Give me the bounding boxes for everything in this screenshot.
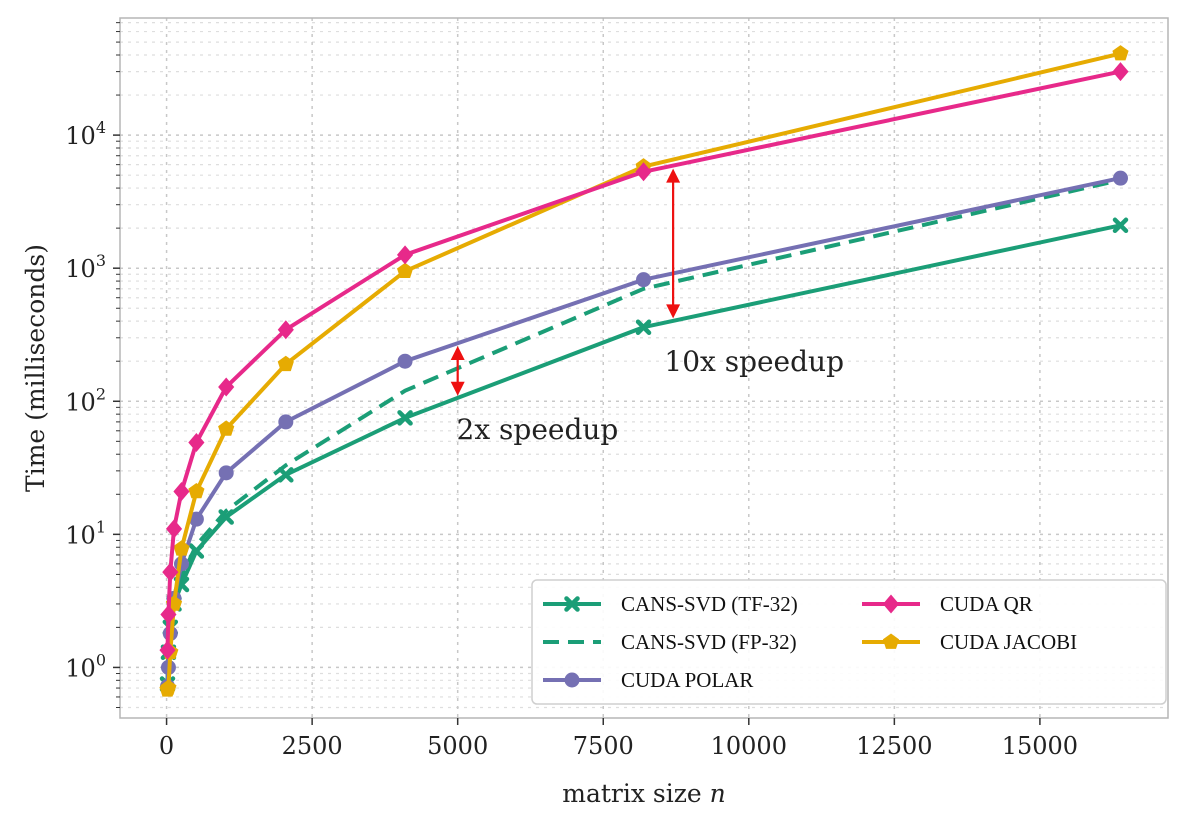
- legend-entry: CUDA JACOBI: [862, 630, 1077, 654]
- annotation-text: 2x speedup: [457, 413, 619, 446]
- x-tick-label: 15000: [1002, 732, 1078, 760]
- data-point: [636, 272, 652, 288]
- legend-label: CUDA QR: [940, 592, 1033, 616]
- data-point: [397, 353, 413, 369]
- x-tick-label: 5000: [427, 732, 488, 760]
- data-point: [882, 633, 900, 649]
- data-point: [277, 320, 294, 340]
- axes: 0 2500 5000 7500 10000 12500 15000 100 101 102 103…: [65, 22, 1078, 760]
- legend-label: CANS-SVD (TF-32): [621, 592, 798, 616]
- plot-frame: [119, 17, 1169, 719]
- data-point: [1112, 170, 1128, 186]
- data-point: [162, 562, 179, 582]
- x-tick-label: 2500: [282, 732, 343, 760]
- data-point: [218, 420, 235, 436]
- data-point: [218, 377, 235, 397]
- annotations: 2x speedup 10x speedup: [450, 168, 844, 446]
- data-point: [564, 672, 580, 688]
- y-tick-label: 103: [65, 251, 106, 283]
- arrow-head: [666, 304, 681, 319]
- x-tick-label: 10000: [711, 732, 787, 760]
- x-tick-label: 0: [159, 732, 174, 760]
- data-point: [1112, 217, 1129, 234]
- x-tick-label: 12500: [856, 732, 932, 760]
- data-point: [882, 594, 900, 614]
- series-layer: [159, 45, 1129, 697]
- arrow-head: [450, 346, 465, 361]
- data-point: [278, 414, 294, 430]
- data-point: [160, 679, 177, 695]
- y-tick-label: 104: [65, 118, 106, 150]
- y-tick-label: 100: [65, 650, 106, 682]
- data-point: [396, 245, 414, 265]
- annotation: 2x speedup: [450, 346, 619, 446]
- arrow-head: [450, 381, 465, 396]
- data-point: [277, 355, 294, 372]
- y-tick-label: 101: [65, 517, 106, 549]
- data-point: [635, 319, 652, 335]
- data-point: [165, 519, 183, 539]
- data-point: [397, 262, 414, 278]
- annotation: 10x speedup: [664, 168, 844, 378]
- data-point: [188, 511, 204, 527]
- data-point: [160, 604, 177, 624]
- grid: [120, 18, 1168, 718]
- legend-label: CANS-SVD (FP-32): [621, 630, 797, 654]
- legend-label: CUDA JACOBI: [940, 630, 1077, 654]
- y-tick-label: 102: [65, 384, 106, 416]
- data-point: [188, 543, 205, 559]
- data-point: [635, 162, 652, 182]
- legend-entry: CUDA QR: [862, 592, 1033, 616]
- data-point: [159, 640, 176, 660]
- legend-entry: CUDA POLAR: [543, 668, 753, 692]
- legend-entry: CANS-SVD (FP-32): [543, 630, 797, 654]
- data-point: [218, 509, 234, 525]
- x-axis-label: matrix size n: [562, 779, 726, 808]
- x-tick-label: 7500: [573, 732, 634, 760]
- data-point: [173, 481, 190, 501]
- legend: CANS-SVD (TF-32) CANS-SVD (FP-32) CUDA POL…: [531, 579, 1167, 705]
- series-cuda-qr: [159, 62, 1129, 660]
- data-point: [1112, 62, 1129, 82]
- data-point: [1112, 45, 1129, 61]
- legend-box: [531, 579, 1167, 705]
- data-point: [218, 465, 234, 481]
- data-point: [278, 467, 294, 483]
- data-point: [397, 410, 413, 426]
- annotation-text: 10x speedup: [664, 345, 844, 378]
- data-point: [188, 432, 205, 452]
- data-point: [173, 540, 190, 556]
- data-point: [188, 483, 205, 499]
- data-point: [564, 596, 580, 612]
- y-axis-label: Time (milliseconds): [21, 244, 50, 492]
- legend-label: CUDA POLAR: [621, 668, 753, 692]
- arrow-head: [666, 168, 681, 183]
- series-cuda-jacobi: [159, 45, 1129, 697]
- legend-entry: CANS-SVD (TF-32): [543, 592, 798, 616]
